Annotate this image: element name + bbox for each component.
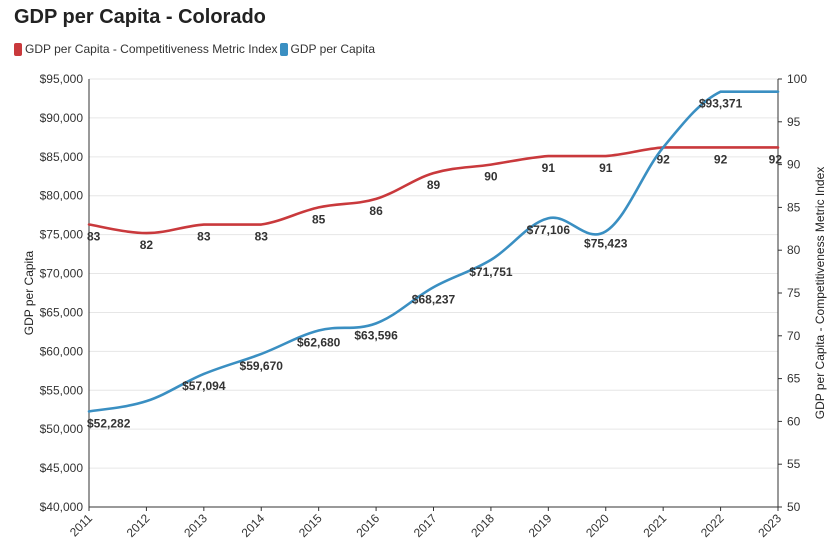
legend-swatch-index [14,42,22,56]
y-left-tick-label: $90,000 [40,111,84,125]
y-right-tick-label: 85 [787,200,801,214]
legend-label-gdp: GDP per Capita [290,42,376,56]
y-right-tick-label: 60 [787,414,801,428]
data-label-gdp: $62,680 [297,336,341,350]
legend-label-index: GDP per Capita - Competitiveness Metric … [25,42,278,56]
y-left-axis-title: GDP per Capita [22,250,36,335]
data-label-index: 91 [542,161,556,175]
y-left-tick-label: $80,000 [40,189,84,203]
data-label-index: 90 [484,170,498,184]
legend-item-gdp[interactable]: GDP per Capita [279,42,376,56]
y-left-tick-label: $85,000 [40,150,84,164]
legend: GDP per Capita - Competitiveness Metric … [14,42,377,56]
y-right-tick-label: 100 [787,72,807,86]
y-left-tick-label: $50,000 [40,422,84,436]
y-left-tick-label: $70,000 [40,267,84,281]
data-label-index: 83 [87,230,101,244]
data-label-gdp: $71,751 [469,265,513,279]
x-tick-label: 2011 [67,511,95,539]
data-label-gdp: $77,106 [527,223,571,237]
x-tick-label: 2013 [181,511,210,540]
y-left-tick-label: $60,000 [40,344,84,358]
data-label-index: 89 [427,178,441,192]
chart-title: GDP per Capita - Colorado [14,6,266,28]
x-tick-label: 2015 [296,511,325,540]
x-tick-label: 2020 [583,511,612,540]
y-right-tick-label: 80 [787,243,801,257]
y-left-tick-label: $40,000 [40,500,84,514]
x-tick-label: 2022 [698,511,727,540]
series-line-gdp [87,90,780,413]
data-label-gdp: $57,094 [182,379,226,393]
y-left-tick-label: $65,000 [40,305,84,319]
x-tick-label: 2019 [526,511,555,540]
x-tick-label: 2016 [353,511,382,540]
data-label-gdp: $93,371 [699,97,743,111]
data-label-index: 82 [140,238,154,252]
legend-item-index[interactable]: GDP per Capita - Competitiveness Metric … [14,42,278,56]
y-left-tick-label: $75,000 [40,228,84,242]
data-label-index: 83 [197,230,211,244]
legend-swatch-gdp [279,42,288,56]
y-right-tick-label: 95 [787,115,801,129]
y-right-tick-label: 75 [787,286,801,300]
y-right-axis-title: GDP per Capita - Competitiveness Metric … [813,167,827,420]
data-label-index: 86 [369,204,383,218]
x-tick-label: 2023 [755,511,784,540]
x-tick-label: 2021 [641,511,670,540]
data-label-index: 91 [599,161,613,175]
x-tick-label: 2014 [239,511,268,540]
data-label-gdp: $68,237 [412,292,456,306]
y-left-tick-label: $55,000 [40,383,84,397]
data-label-index: 83 [255,230,269,244]
data-label-gdp: $59,670 [240,359,284,373]
data-label-index: 92 [656,152,670,166]
y-right-tick-label: 65 [787,372,801,386]
y-right-tick-label: 50 [787,500,801,514]
data-label-index: 92 [714,152,728,166]
y-right-tick-label: 70 [787,329,801,343]
x-tick-label: 2012 [124,511,153,540]
data-label-gdp: $63,596 [354,328,398,342]
data-label-index: 85 [312,212,326,226]
y-right-tick-label: 90 [787,158,801,172]
y-left-tick-label: $95,000 [40,72,84,86]
x-tick-label: 2018 [468,511,497,540]
y-left-tick-label: $45,000 [40,461,84,475]
data-label-gdp: $75,423 [584,236,628,250]
data-label-gdp: $52,282 [87,416,131,430]
y-right-tick-label: 55 [787,457,801,471]
data-label-index: 92 [769,152,783,166]
x-tick-label: 2017 [411,511,440,540]
